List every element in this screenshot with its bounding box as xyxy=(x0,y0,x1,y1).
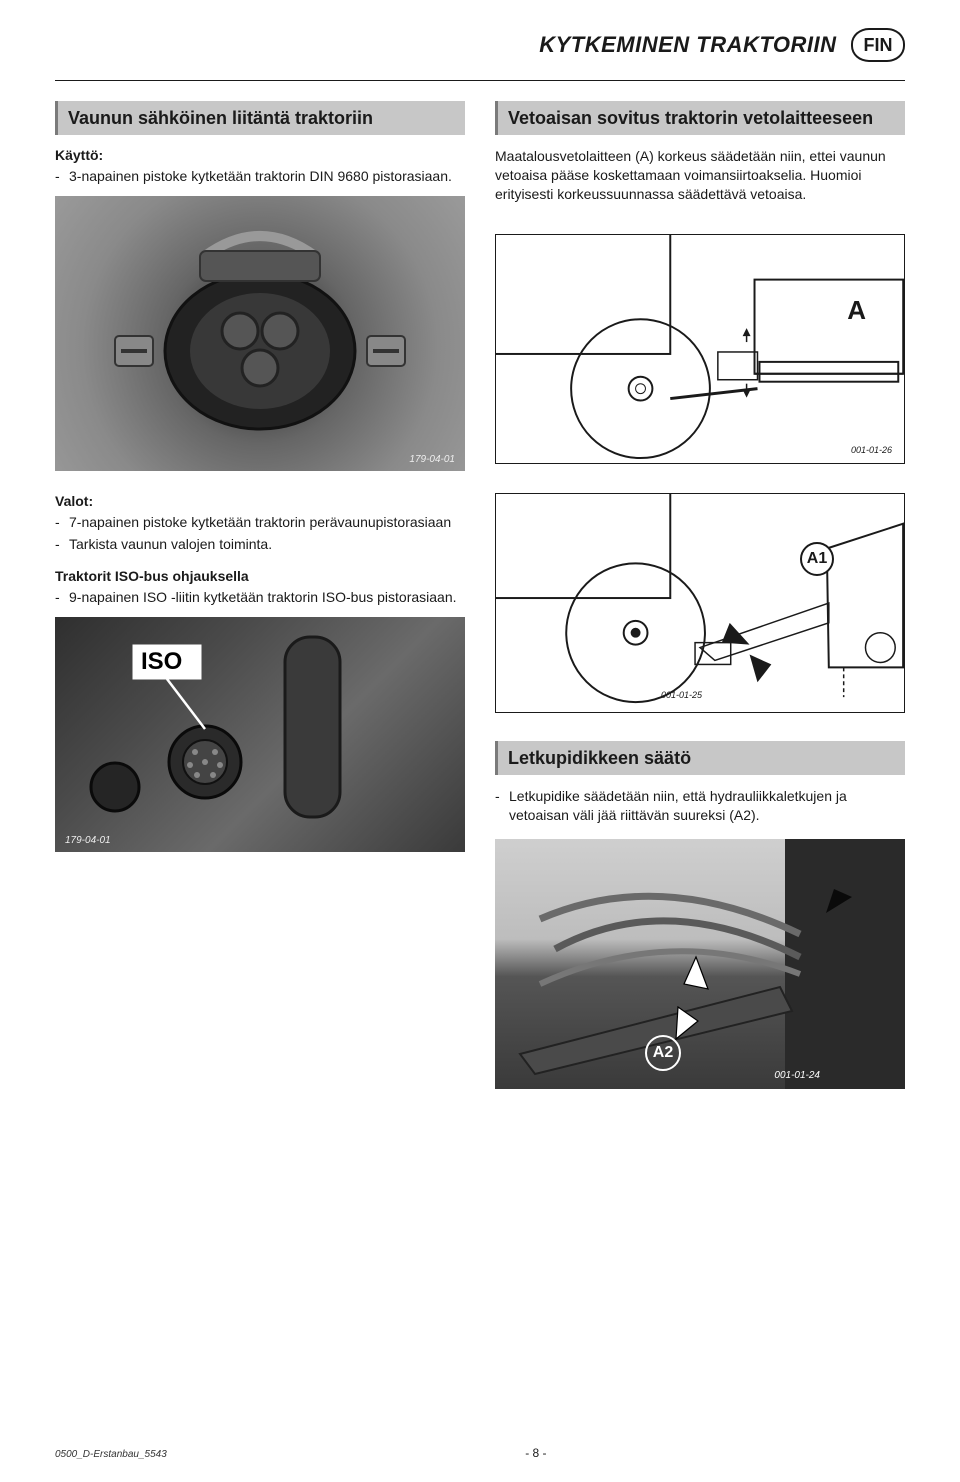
diagram-a1-svg xyxy=(496,494,904,712)
section-bar-electrical: Vaunun sähköinen liitäntä traktoriin xyxy=(55,101,465,135)
list-item: 3-napainen pistoke kytketään traktorin D… xyxy=(55,167,465,186)
paragraph-vetoaisa: Maatalousvetolaitteen (A) korkeus säädet… xyxy=(495,147,905,204)
diagram-label: 001-01-26 xyxy=(851,445,892,455)
content: Vaunun sähköinen liitäntä traktoriin Käy… xyxy=(0,81,960,1089)
list-item: Letkupidike säädetään niin, että hydraul… xyxy=(495,787,905,825)
photo-label: 179-04-01 xyxy=(409,454,455,465)
iso-callout-label: ISO xyxy=(141,648,182,676)
list-item: 7-napainen pistoke kytketään traktorin p… xyxy=(55,513,465,532)
page-footer: 0500_D-Erstanbau_5543 - 8 - xyxy=(55,1446,905,1460)
photo-3pin-plug: 179-04-01 xyxy=(55,196,465,471)
col-right-1: Vetoaisan sovitus traktorin vetolaittees… xyxy=(495,101,905,471)
list-kaytto: 3-napainen pistoke kytketään traktorin D… xyxy=(55,167,465,186)
photo-iso-connector: ISO 179-04-01 xyxy=(55,617,465,852)
photo-hose-holder: A2 001-01-24 xyxy=(495,839,905,1089)
page-header: KYTKEMINEN TRAKTORIIN FIN xyxy=(0,0,960,72)
row-2: Valot: 7-napainen pistoke kytketään trak… xyxy=(55,493,905,1089)
subheading-valot: Valot: xyxy=(55,493,465,509)
list-isobus: 9-napainen ISO -liitin kytketään traktor… xyxy=(55,588,465,607)
doc-id: 0500_D-Erstanbau_5543 xyxy=(55,1449,167,1460)
language-badge: FIN xyxy=(851,28,905,62)
section-bar-vetoaisa: Vetoaisan sovitus traktorin vetolaittees… xyxy=(495,101,905,135)
section-bar-letkupidike: Letkupidikkeen säätö xyxy=(495,741,905,775)
diagram-letter-a: A xyxy=(847,295,866,326)
iso-drawing xyxy=(55,617,465,852)
row-1: Vaunun sähköinen liitäntä traktoriin Käy… xyxy=(55,101,905,471)
subheading-isobus: Traktorit ISO-bus ohjauksella xyxy=(55,568,465,584)
diagram-letter-a1: A1 xyxy=(800,542,834,576)
diagram-label: 001-01-25 xyxy=(661,690,702,700)
a2-drawing xyxy=(495,839,905,1089)
list-valot: 7-napainen pistoke kytketään traktorin p… xyxy=(55,513,465,554)
list-letkupidike: Letkupidike säädetään niin, että hydraul… xyxy=(495,787,905,825)
page-number: - 8 - xyxy=(525,1446,546,1460)
col-left-2: Valot: 7-napainen pistoke kytketään trak… xyxy=(55,493,465,1089)
diagram-hitch-a1: A1 001-01-25 xyxy=(495,493,905,713)
diagram-a-svg xyxy=(496,235,904,463)
header-title: KYTKEMINEN TRAKTORIIN xyxy=(539,32,836,58)
col-left-1: Vaunun sähköinen liitäntä traktoriin Käy… xyxy=(55,101,465,471)
photo-letter-a2: A2 xyxy=(645,1035,681,1071)
list-item: 9-napainen ISO -liitin kytketään traktor… xyxy=(55,588,465,607)
plug-drawing xyxy=(55,196,465,471)
photo-label: 001-01-24 xyxy=(774,1070,820,1081)
photo-label: 179-04-01 xyxy=(65,835,111,846)
col-right-2: A1 001-01-25 Letkupidikkeen säätö Letkup… xyxy=(495,493,905,1089)
subheading-kaytto: Käyttö: xyxy=(55,147,465,163)
list-item: Tarkista vaunun valojen toiminta. xyxy=(55,535,465,554)
diagram-hitch-a: A 001-01-26 xyxy=(495,234,905,464)
